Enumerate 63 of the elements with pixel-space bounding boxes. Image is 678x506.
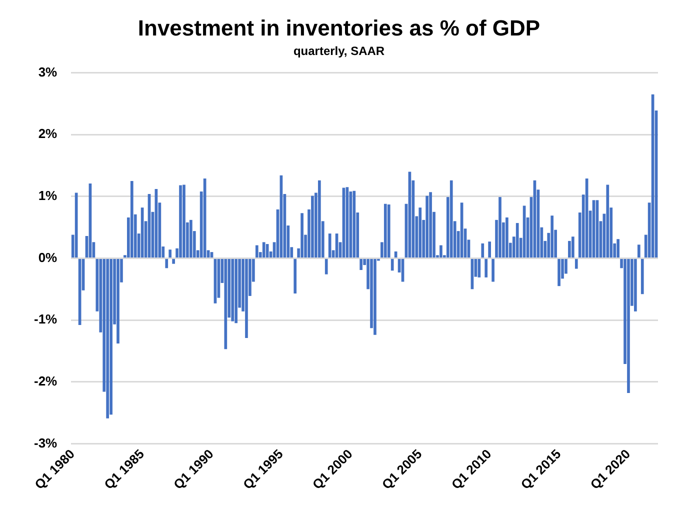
bar [360,259,363,270]
bar [418,208,422,258]
bar [481,243,484,258]
bar [634,259,637,312]
bar [324,259,328,274]
bar [429,192,432,258]
bar [179,185,182,258]
bar [106,259,110,418]
bar [165,259,168,268]
bar [182,184,186,258]
bar [172,259,175,264]
chart-subtitle: quarterly, SAAR [293,44,385,58]
bar [498,197,502,258]
bar [374,259,376,335]
bar [558,259,560,286]
bar [440,245,442,258]
bar [492,259,494,282]
bar [262,242,266,258]
y-tick-label: 2% [38,126,58,142]
bar [484,259,488,278]
bar [387,204,390,258]
bar [318,180,321,258]
bar [294,259,297,294]
bar [130,180,134,258]
y-tick-label: 1% [38,188,58,204]
bar [574,259,578,269]
y-tick-label: -1% [34,312,58,327]
bar [168,250,172,258]
bar [328,234,332,258]
bar [74,192,78,258]
bar [384,204,387,258]
bar [627,259,630,394]
bar [224,259,228,350]
bar [190,220,192,258]
bar [300,213,304,258]
bar [506,217,508,258]
bar [568,240,571,258]
bar [616,239,620,258]
bar [637,244,640,258]
y-tick-label: -2% [34,373,58,388]
bar [450,180,453,258]
bar [426,196,428,258]
bar [571,236,574,258]
bar [352,190,356,258]
bar [231,259,234,322]
bar [311,196,314,258]
bar [245,259,248,338]
bar [116,259,120,344]
chart-title: Investment in inventories as % of GDP [138,15,540,40]
bar [516,223,519,258]
bar [488,242,491,258]
bar [110,259,112,415]
bar [255,245,258,258]
bar [390,259,394,271]
bar [349,191,352,258]
bar [478,259,481,278]
bar [234,259,238,324]
bar [606,184,610,258]
y-tick-label: -3% [34,435,58,450]
bar [640,259,644,294]
y-tick-label: 3% [38,64,58,80]
y-tick-label: 0% [38,250,58,265]
bar [550,216,554,258]
